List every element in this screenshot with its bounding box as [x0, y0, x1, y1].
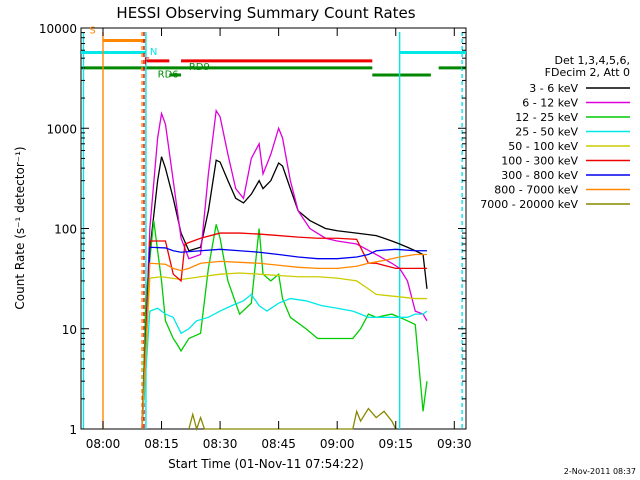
series-group [141, 108, 428, 432]
plot-frame [80, 27, 467, 430]
annotation-s: S [89, 26, 95, 37]
legend-label-2: 12 - 25 keV [515, 111, 578, 124]
series-line-7 [141, 253, 427, 430]
annotation-f: F [144, 57, 150, 68]
annotation-rd6: RD6 [158, 70, 179, 81]
series-line-0 [141, 156, 428, 430]
x-tick-label-5: 09:15 [378, 437, 413, 451]
timestamp: 2-Nov-2011 08:37 [564, 467, 636, 476]
y-tick-label-1: 10 [62, 323, 77, 337]
legend-label-1: 6 - 12 keV [522, 97, 578, 110]
legend-header-0: Det 1,3,4,5,6, [554, 54, 630, 67]
x-tick-label-0: 08:00 [86, 437, 121, 451]
y-axis-label: Count Rate (s⁻¹ detector⁻¹) [13, 146, 27, 309]
x-tick-label-6: 09:30 [437, 437, 472, 451]
series-line-6 [141, 246, 427, 430]
x-tick-label-2: 08:30 [203, 437, 238, 451]
legend-label-7: 800 - 7000 keV [494, 184, 578, 197]
series-line-4 [141, 272, 427, 430]
instrument-flags: S NF RD9 RD6 [81, 26, 466, 429]
legend-header-1: FDecim 2, Att 0 [545, 66, 630, 79]
legend-label-4: 50 - 100 keV [508, 140, 578, 153]
y-tick-label-4: 10000 [39, 22, 77, 36]
legend-label-8: 7000 - 20000 keV [480, 198, 578, 211]
x-tick-label-1: 08:15 [144, 437, 179, 451]
legend-label-3: 25 - 50 keV [515, 126, 578, 139]
series-line-8 [188, 407, 397, 432]
axis-ticks: 08:00 08:15 08:30 08:45 09:00 09:15 09:30 1 10 10… [39, 22, 472, 451]
annotation-n: N [150, 47, 157, 58]
y-tick-label-0: 1 [69, 423, 77, 437]
legend-label-6: 300 - 800 keV [501, 169, 578, 182]
legend-label-0: 3 - 6 keV [529, 82, 578, 95]
chart-title: HESSI Observing Summary Count Rates [116, 4, 415, 22]
x-axis-label: Start Time (01-Nov-11 07:54:22) [168, 457, 364, 471]
annotation-rd9: RD9 [189, 62, 210, 73]
legend: Det 1,3,4,5,6,FDecim 2, Att 0 3 - 6 keV 6 … [480, 54, 630, 211]
legend-label-5: 100 - 300 keV [501, 155, 578, 168]
series-line-5 [141, 232, 427, 430]
y-tick-label-2: 100 [54, 223, 77, 237]
y-tick-label-3: 1000 [46, 122, 77, 136]
series-line-1 [141, 108, 428, 430]
x-tick-label-3: 08:45 [261, 437, 296, 451]
x-tick-label-4: 09:00 [320, 437, 355, 451]
series-line-3 [141, 293, 428, 430]
